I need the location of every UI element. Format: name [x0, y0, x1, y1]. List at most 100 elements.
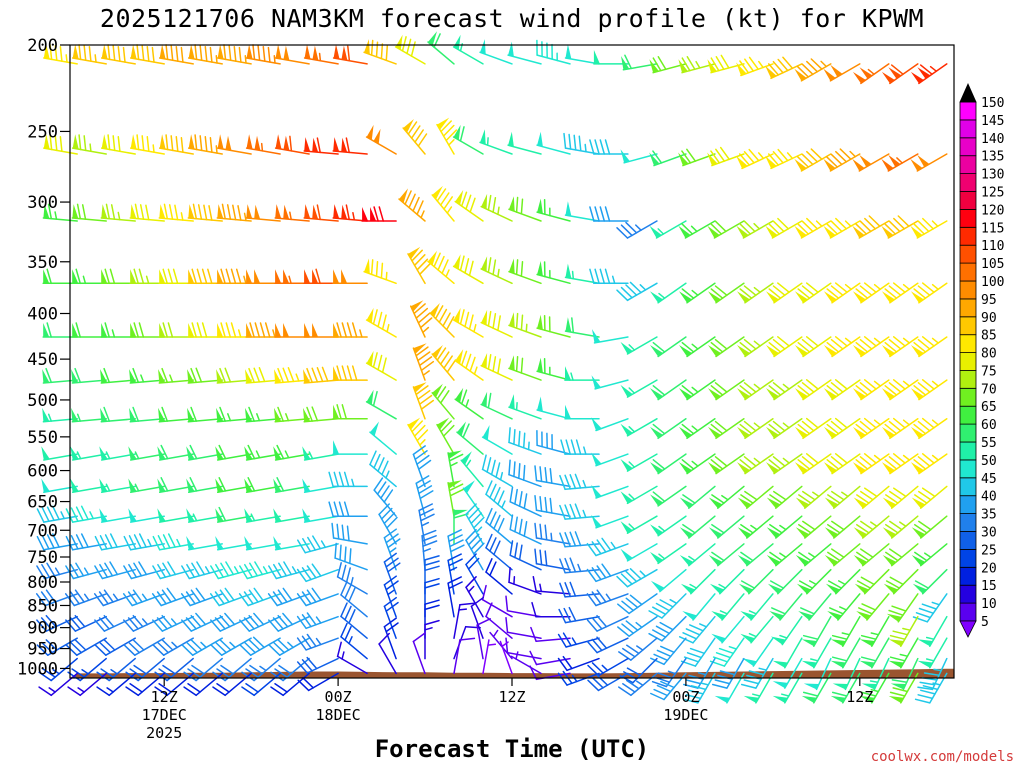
colorbar-tick-label: 130 — [981, 168, 1004, 183]
wind-barb — [591, 514, 629, 529]
wind-barb — [94, 533, 136, 551]
wind-barb — [431, 185, 455, 222]
credit-text[interactable]: coolwx.com/models — [871, 749, 1014, 765]
wind-barb — [274, 367, 310, 384]
wind-barb — [586, 589, 629, 607]
wind-barb — [766, 543, 803, 567]
wind-barb — [586, 614, 629, 632]
wind-barb — [187, 268, 223, 285]
wind-barb — [558, 606, 600, 624]
colorbar-tick-label: 10 — [981, 597, 997, 612]
wind-barb — [36, 562, 78, 580]
wind-barb — [485, 558, 513, 595]
wind-barb — [71, 367, 107, 384]
colorbar-tick-label: 50 — [981, 454, 997, 469]
wind-barb — [302, 508, 339, 523]
wind-barb — [181, 612, 223, 632]
wind-barb — [365, 389, 397, 420]
wind-barb — [620, 515, 658, 534]
wind-barb — [187, 134, 223, 155]
wind-barb — [510, 651, 542, 675]
wind-barb — [912, 593, 948, 623]
wind-barb — [241, 657, 281, 682]
wind-barb — [509, 514, 542, 545]
wind-barb — [245, 44, 281, 65]
wind-barb — [123, 637, 165, 656]
colorbar-segment — [959, 262, 977, 282]
wind-barb — [398, 188, 426, 222]
wind-barb — [480, 353, 513, 381]
wind-barb — [803, 657, 832, 691]
wind-barb — [823, 63, 861, 82]
wind-barb — [794, 379, 832, 401]
wind-barb — [158, 203, 194, 222]
y-tick-label: 450 — [27, 350, 58, 370]
wind-barb — [507, 131, 542, 155]
colorbar-tick-label: 135 — [981, 150, 1004, 165]
wind-barb — [465, 529, 485, 571]
colorbar-max-arrow — [959, 83, 977, 103]
wind-barb — [96, 672, 136, 697]
colorbar-tick-label: 100 — [981, 275, 1004, 290]
colorbar-segment — [959, 208, 977, 228]
wind-barb — [363, 258, 397, 285]
wind-barb — [407, 417, 429, 455]
wind-barb — [332, 204, 368, 222]
wind-barb — [765, 148, 803, 170]
wind-barb — [881, 63, 919, 85]
wind-barb — [365, 124, 397, 155]
wind-barb — [616, 281, 658, 302]
wind-barb — [244, 477, 281, 494]
wind-barb — [71, 322, 107, 338]
wind-barb — [274, 323, 310, 338]
wind-barb — [332, 365, 368, 381]
wind-barb — [296, 587, 339, 607]
wind-barb — [270, 672, 310, 697]
wind-barb — [823, 282, 861, 304]
y-tick-label: 800 — [27, 573, 58, 593]
wind-barb — [489, 629, 513, 660]
wind-barb — [559, 503, 600, 520]
wind-barb — [431, 383, 455, 420]
wind-barb — [212, 672, 252, 697]
wind-barb — [883, 568, 919, 595]
wind-barb — [431, 345, 457, 381]
wind-barb — [620, 418, 658, 437]
wind-barb — [479, 39, 513, 65]
wind-barb — [210, 637, 252, 656]
wind-barb — [766, 515, 803, 539]
wind-barb — [794, 453, 832, 475]
wind-barb — [737, 336, 774, 358]
wind-barb — [268, 561, 310, 580]
wind-barb — [183, 672, 223, 697]
wind-barb — [154, 672, 194, 697]
wind-barb — [186, 536, 223, 551]
wind-barb — [536, 314, 571, 338]
y-tick-label: 1000 — [17, 659, 58, 679]
wind-barb — [795, 543, 832, 567]
wind-barb — [530, 626, 571, 642]
colorbar-tick-label: 120 — [981, 203, 1004, 218]
wind-barb — [536, 131, 571, 155]
wind-barb — [43, 44, 78, 65]
wind-barb — [586, 563, 629, 583]
wind-barb — [65, 637, 107, 656]
y-tick-label: 250 — [27, 122, 58, 142]
wind-barb — [452, 34, 484, 65]
wind-barb — [216, 203, 252, 222]
wind-barb — [536, 357, 571, 381]
wind-barb — [157, 477, 194, 494]
wind-barb — [509, 486, 542, 517]
wind-barb — [485, 533, 513, 571]
wind-barb — [38, 672, 78, 697]
wind-barb — [274, 134, 310, 155]
wind-barb — [882, 543, 919, 567]
wind-barb — [823, 148, 861, 172]
wind-barb — [187, 367, 223, 384]
wind-barb — [481, 454, 513, 488]
wind-barb — [412, 343, 435, 381]
y-tick-label: 500 — [27, 391, 58, 411]
colorbar-segment — [959, 226, 977, 246]
wind-barb — [332, 137, 368, 155]
wind-barb — [708, 336, 745, 358]
